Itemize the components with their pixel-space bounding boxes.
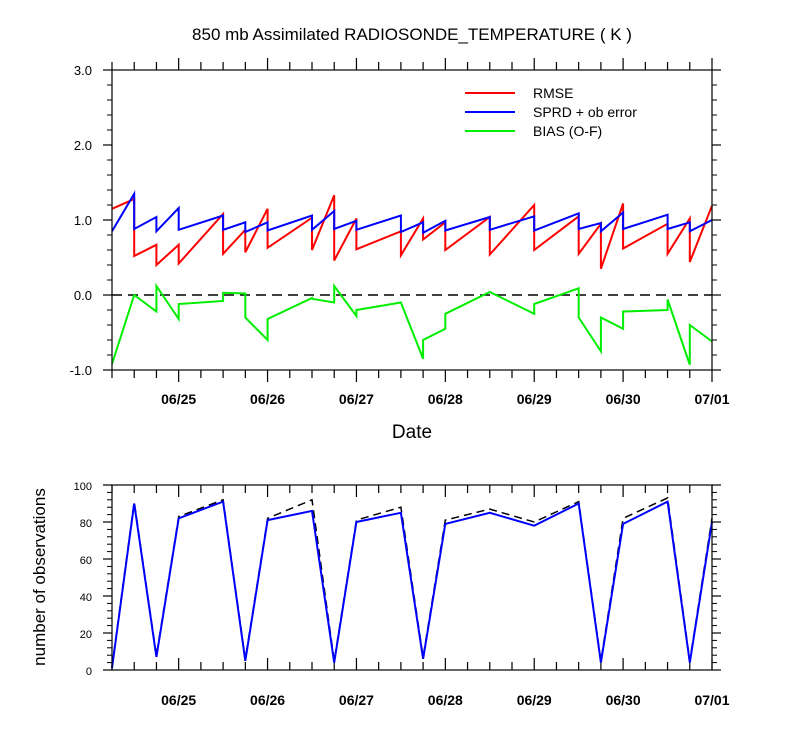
y-tick-label: 2.0 — [74, 138, 92, 153]
top-plot-frame — [111, 69, 713, 371]
series-line-sprd-ob-error — [111, 190, 713, 235]
series-line-rmse — [111, 194, 713, 270]
bottom-y-tick-labels: 100 80 60 40 20 0 — [74, 481, 92, 678]
x-tick-label: 06/25 — [161, 692, 196, 708]
y-tick-label: -1.0 — [70, 363, 92, 378]
y-tick-label: 3.0 — [74, 63, 92, 78]
top-series-group — [111, 190, 713, 366]
x-tick-label: 06/30 — [606, 692, 641, 708]
bottom-x-tick-labels: 06/25 06/26 06/27 06/28 06/29 06/30 07/01 — [161, 692, 730, 708]
y-tick-label: 100 — [74, 481, 92, 493]
legend: RMSE SPRD + ob error BIAS (O-F) — [465, 85, 637, 139]
legend-label: RMSE — [533, 85, 573, 101]
y-axis-label: number of observations — [30, 488, 49, 666]
top-chart: 850 mb Assimilated RADIOSONDE_TEMPERATUR… — [70, 25, 730, 443]
chart-title: 850 mb Assimilated RADIOSONDE_TEMPERATUR… — [192, 25, 632, 44]
x-tick-label: 07/01 — [694, 391, 729, 407]
x-tick-label: 06/29 — [517, 391, 552, 407]
x-tick-label: 06/26 — [250, 391, 285, 407]
x-tick-label: 06/29 — [517, 692, 552, 708]
top-x-tick-labels: 06/25 06/26 06/27 06/28 06/29 06/30 07/01 — [161, 391, 730, 407]
y-tick-label: 0 — [86, 666, 92, 678]
x-tick-label: 06/27 — [339, 391, 374, 407]
y-tick-label: 0.0 — [74, 288, 92, 303]
legend-label: BIAS (O-F) — [533, 123, 602, 139]
y-tick-label: 40 — [80, 592, 92, 604]
x-tick-label: 06/27 — [339, 692, 374, 708]
x-tick-label: 06/28 — [428, 391, 463, 407]
y-tick-label: 80 — [80, 518, 92, 530]
x-tick-label: 06/28 — [428, 692, 463, 708]
series-line-solid-1 — [111, 500, 713, 669]
x-tick-label: 06/26 — [250, 692, 285, 708]
x-tick-label: 06/30 — [606, 391, 641, 407]
top-y-tick-labels: 3.0 2.0 1.0 0.0 -1.0 — [70, 63, 92, 378]
top-ticks — [103, 58, 721, 382]
y-tick-label: 60 — [80, 555, 92, 567]
legend-label: SPRD + ob error — [533, 104, 637, 120]
bottom-ticks — [103, 484, 721, 671]
series-line-bias-o-f — [111, 282, 713, 366]
x-tick-label: 07/01 — [694, 692, 729, 708]
x-axis-label: Date — [392, 422, 432, 443]
bottom-plot-frame — [111, 484, 713, 671]
x-tick-label: 06/25 — [161, 391, 196, 407]
y-tick-label: 1.0 — [74, 213, 92, 228]
y-tick-label: 20 — [80, 629, 92, 641]
bottom-series-group — [111, 496, 713, 669]
